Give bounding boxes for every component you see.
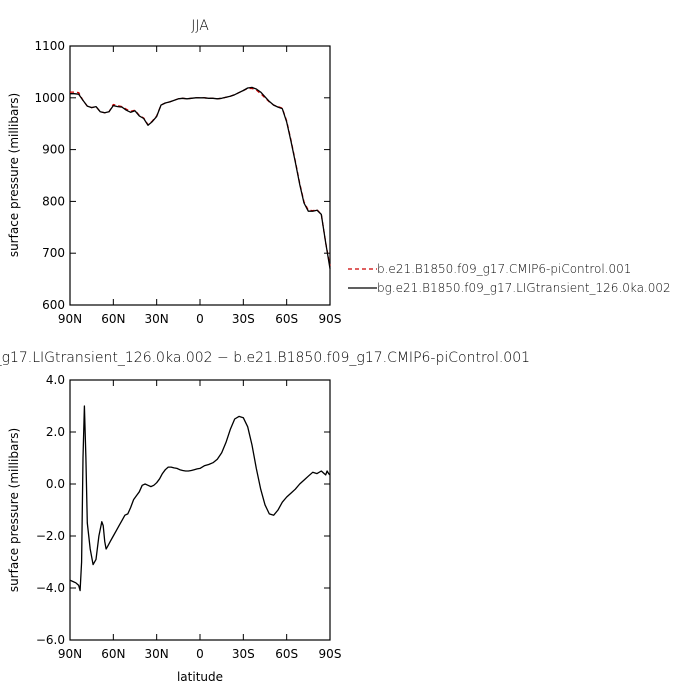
bottom-chart-title: bg.e21.B1850.f09_g17.LIGtransient_126.0k… <box>0 350 530 366</box>
x-tick-label: 0 <box>196 647 204 661</box>
x-tick-label: 30S <box>232 312 255 326</box>
x-tick-label: 60N <box>101 647 125 661</box>
y-tick-label: 900 <box>42 143 65 157</box>
series-line-0 <box>69 405 331 592</box>
legend-label-picontrol: b.e21.B1850.f09_g17.CMIP6-piControl.001 <box>377 262 631 276</box>
series-line-1 <box>70 86 331 269</box>
top-chart-series <box>70 86 331 269</box>
x-tick-label: 0 <box>196 312 204 326</box>
y-tick-label: −6.0 <box>36 633 65 647</box>
x-tick-label: 30N <box>145 312 169 326</box>
y-tick-label: −2.0 <box>36 529 65 543</box>
x-tick-label: 60N <box>101 312 125 326</box>
bottom-chart-ylabel: surface pressure (millibars) <box>7 428 21 592</box>
x-tick-label: 60S <box>275 312 298 326</box>
x-tick-label: 90N <box>58 312 82 326</box>
x-tick-label: 90N <box>58 647 82 661</box>
top-chart-title: JJA <box>191 18 209 34</box>
y-tick-label: −4.0 <box>36 581 65 595</box>
y-tick-label: 700 <box>42 246 65 260</box>
y-tick-label: 600 <box>42 298 65 312</box>
bottom-chart-series <box>69 405 331 592</box>
y-tick-label: 2.0 <box>46 425 65 439</box>
legend-label-ligtransient: bg.e21.B1850.f09_g17.LIGtransient_126.0k… <box>377 281 671 295</box>
x-tick-label: 90S <box>319 647 342 661</box>
top-chart-frame <box>69 45 331 306</box>
y-tick-label: 1100 <box>34 39 65 53</box>
bottom-chart-xlabel: latitude <box>177 670 223 684</box>
bottom-chart-ticks: 90N 60N 30N 0 30S 60S 90S −6.0 −4.0 −2.0 0.0 2.0 4.0 <box>36 373 342 661</box>
bottom-chart-panel: bg.e21.B1850.f09_g17.LIGtransient_126.0k… <box>0 350 530 684</box>
y-tick-label: 1000 <box>34 91 65 105</box>
series-line-0 <box>70 87 331 267</box>
top-chart-ylabel: surface pressure (millibars) <box>7 93 21 257</box>
legend: b.e21.B1850.f09_g17.CMIP6-piControl.001 … <box>348 262 671 295</box>
y-tick-label: 4.0 <box>46 373 65 387</box>
x-tick-label: 60S <box>275 647 298 661</box>
y-tick-label: 800 <box>42 194 65 208</box>
x-tick-label: 30N <box>145 647 169 661</box>
bottom-chart-frame <box>69 379 331 641</box>
top-chart-ticks: 90N 60N 30N 0 30S 60S 90S 600 700 800 900 1000 1100 <box>34 39 341 326</box>
y-tick-label: 0.0 <box>46 477 65 491</box>
x-tick-label: 30S <box>232 647 255 661</box>
x-tick-label: 90S <box>319 312 342 326</box>
top-chart-panel: JJA surface pressure (millibars) 90N 60N 3… <box>7 18 341 326</box>
